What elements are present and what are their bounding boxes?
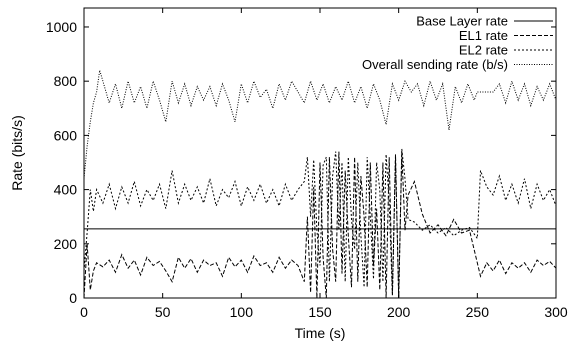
y-axis-title: Rate (bits/s) — [9, 115, 25, 190]
series-line-3 — [83, 70, 557, 179]
y-tick-label-0: 0 — [69, 290, 77, 306]
series-line-2 — [83, 148, 557, 299]
legend-label-3: Overall sending rate (b/s) — [362, 57, 508, 72]
legend-label-1: EL1 rate — [459, 28, 508, 43]
legend-label-2: EL2 rate — [459, 43, 508, 58]
y-tick-label-1: 200 — [54, 236, 78, 252]
x-tick-label-0: 0 — [80, 304, 88, 320]
x-tick-label-4: 200 — [387, 304, 411, 320]
x-tick-label-6: 300 — [544, 304, 568, 320]
x-tick-label-3: 150 — [308, 304, 332, 320]
x-axis-title: Time (s) — [295, 325, 346, 341]
ticks-layer: 0 50 100 150 200 250 300 0 200 400 600 800 1000 — [46, 8, 568, 320]
series-line-1 — [83, 151, 557, 299]
y-tick-label-3: 600 — [54, 127, 78, 143]
y-tick-label-4: 800 — [54, 73, 78, 89]
legend-label-0: Base Layer rate — [416, 14, 508, 29]
series-layer — [83, 70, 557, 299]
y-tick-label-2: 400 — [54, 182, 78, 198]
y-tick-label-5: 1000 — [46, 19, 77, 35]
x-tick-label-1: 50 — [155, 304, 171, 320]
x-tick-label-5: 250 — [466, 304, 490, 320]
x-tick-label-2: 100 — [230, 304, 254, 320]
